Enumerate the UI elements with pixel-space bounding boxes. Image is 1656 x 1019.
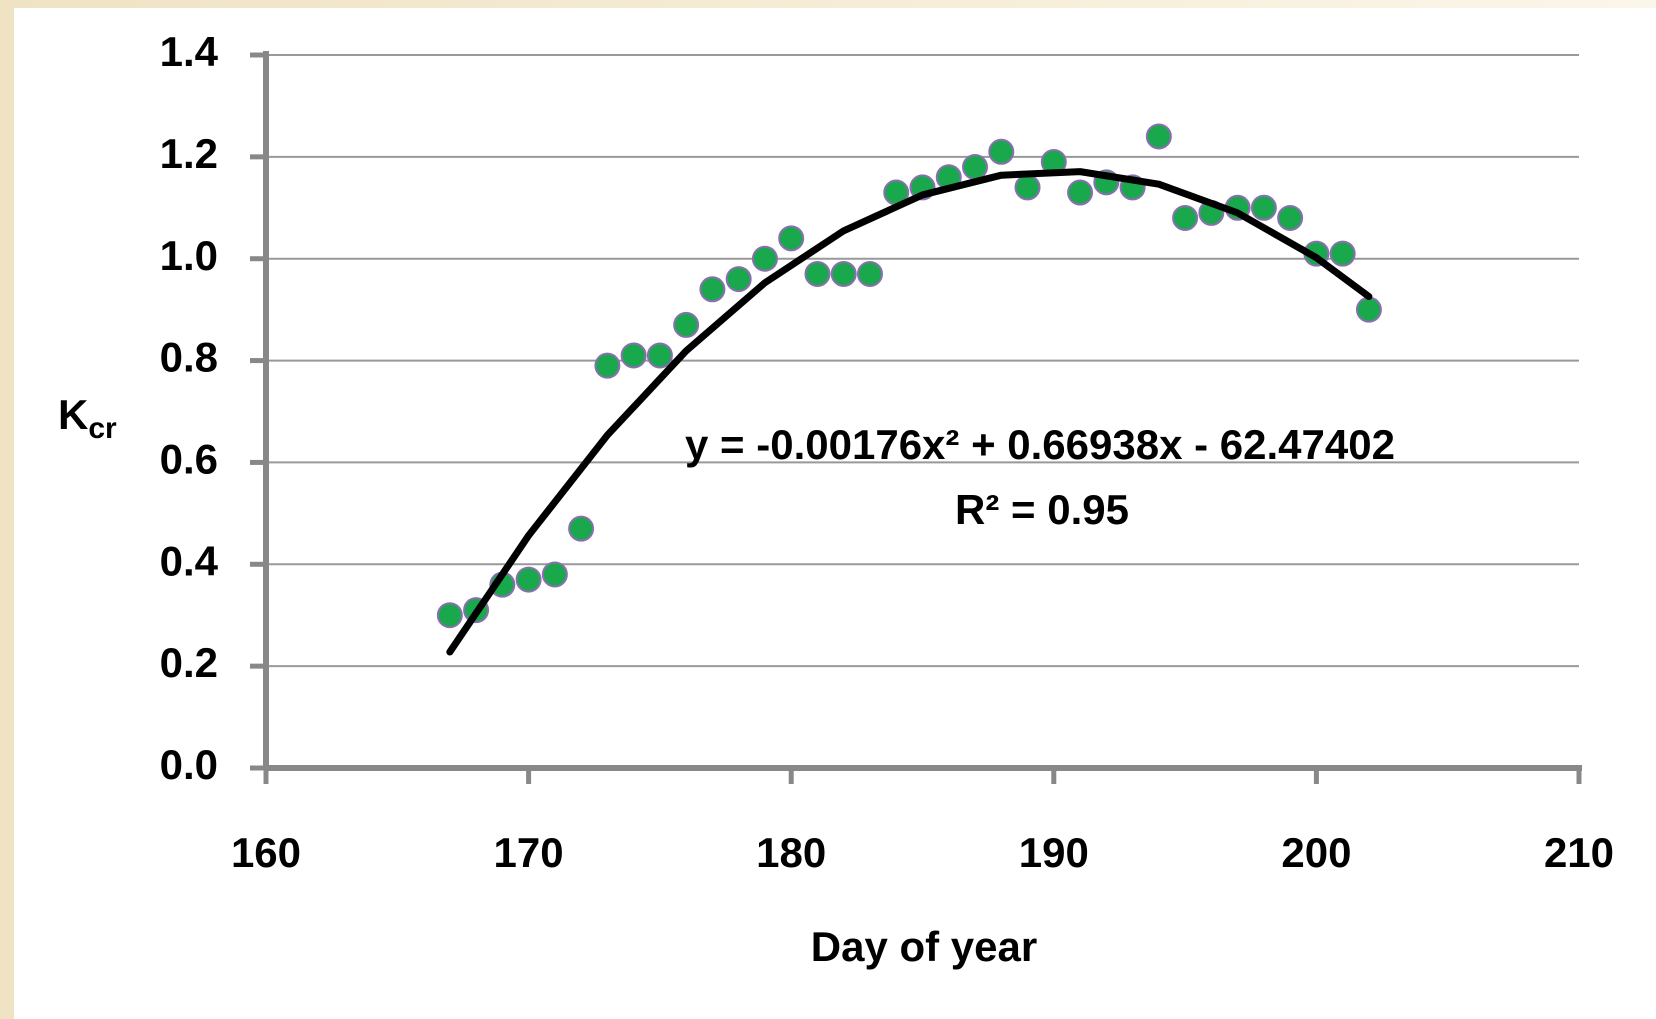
data-point	[856, 260, 883, 287]
y-axis-label: Kcr	[58, 391, 117, 445]
plot-background	[14, 8, 1656, 1019]
y-tick-label: 0.0	[160, 741, 218, 788]
data-point	[751, 245, 778, 272]
x-axis-label: Day of year	[811, 923, 1037, 970]
r-squared: R² = 0.95	[955, 486, 1129, 533]
data-point	[1250, 194, 1277, 221]
data-point	[515, 566, 542, 593]
y-tick-label: 1.0	[160, 232, 218, 279]
y-label-sub: cr	[88, 412, 117, 445]
data-point	[1067, 179, 1094, 206]
data-point	[804, 260, 831, 287]
data-point	[725, 266, 752, 293]
data-point	[541, 561, 568, 588]
data-point	[962, 154, 989, 181]
data-point	[1329, 240, 1356, 267]
data-point	[594, 352, 621, 379]
trend-line	[446, 168, 1373, 656]
data-point	[646, 342, 673, 369]
data-point	[436, 602, 463, 629]
data-point	[1014, 174, 1041, 201]
equation: y = -0.00176x² + 0.66938x - 62.47402	[685, 421, 1395, 468]
y-tick-label: 0.4	[160, 537, 219, 584]
data-point	[988, 138, 1015, 165]
data-point	[1172, 204, 1199, 231]
data-point	[673, 311, 700, 338]
x-tick-label: 170	[494, 829, 564, 876]
data-point	[830, 260, 857, 287]
x-tick-label: 190	[1019, 829, 1089, 876]
data-point	[778, 225, 805, 252]
x-tick-label: 210	[1544, 829, 1614, 876]
y-tick-label: 0.6	[160, 436, 218, 483]
x-tick-label: 180	[756, 829, 826, 876]
y-tick-label: 1.4	[160, 28, 219, 75]
y-tick-label: 0.8	[160, 334, 218, 381]
y-tick-label: 1.2	[160, 130, 218, 177]
y-label-main: K	[58, 391, 88, 438]
data-point	[620, 342, 647, 369]
y-tick-label: 0.2	[160, 639, 218, 686]
data-point	[1277, 204, 1304, 231]
data-point	[1145, 123, 1172, 150]
x-tick-label: 160	[231, 829, 301, 876]
x-tick-label: 200	[1281, 829, 1351, 876]
data-point	[1355, 296, 1382, 323]
data-point	[699, 276, 726, 303]
data-point	[568, 515, 595, 542]
